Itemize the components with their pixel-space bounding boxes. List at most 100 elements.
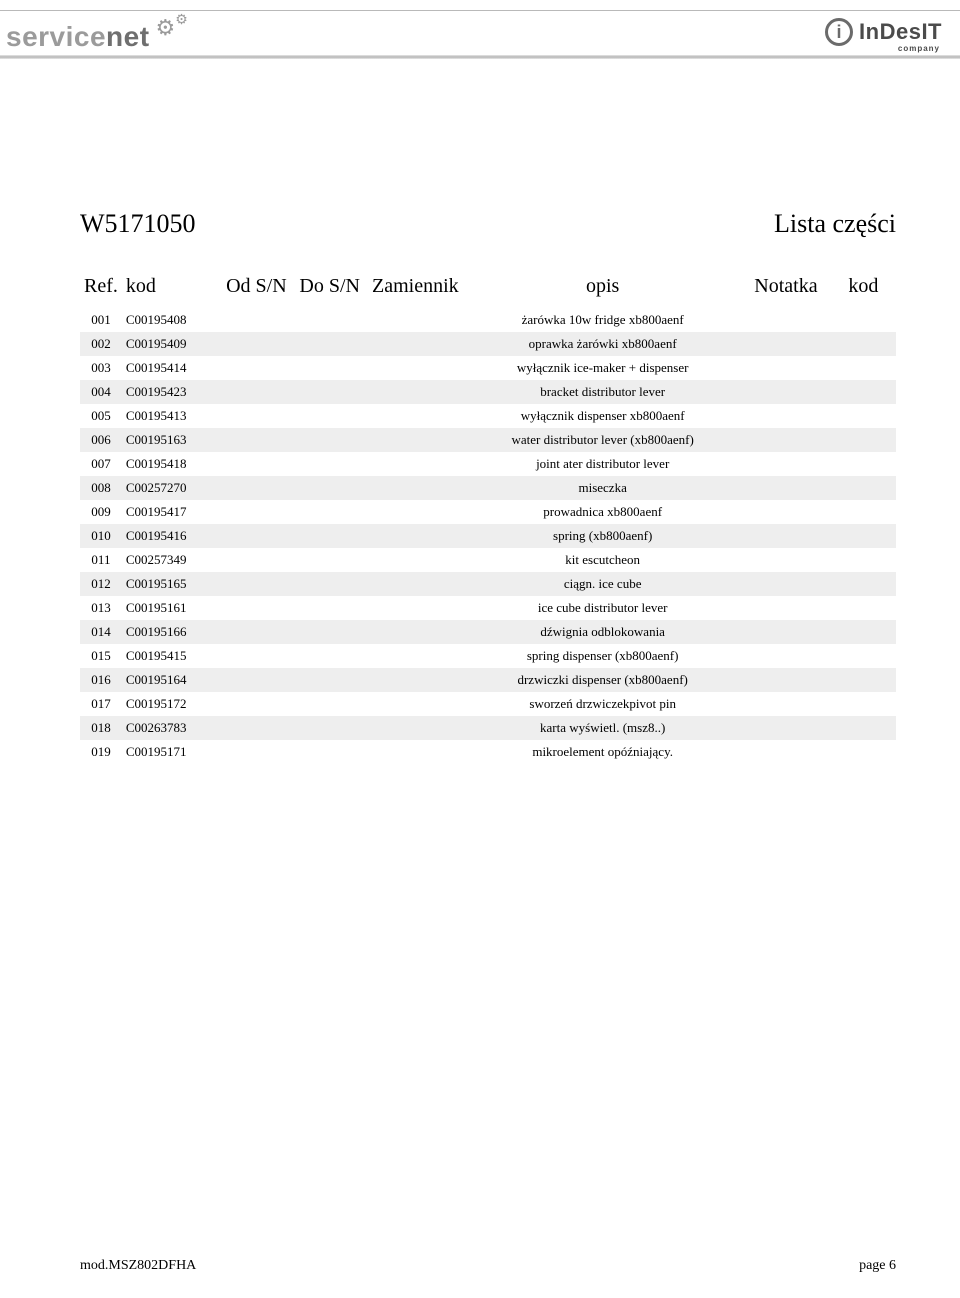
cell-kod2 bbox=[831, 428, 896, 452]
cell-opis: sworzeń drzwiczekpivot pin bbox=[464, 692, 741, 716]
cell-odsn bbox=[220, 452, 293, 476]
cell-odsn bbox=[220, 524, 293, 548]
cell-dosn bbox=[293, 500, 366, 524]
cell-ref: 012 bbox=[80, 572, 122, 596]
top-spacer bbox=[0, 0, 960, 10]
cell-zam bbox=[366, 452, 464, 476]
cell-opis: joint ater distributor lever bbox=[464, 452, 741, 476]
cell-odsn bbox=[220, 572, 293, 596]
cell-not bbox=[741, 596, 831, 620]
cell-opis: kit escutcheon bbox=[464, 548, 741, 572]
cell-kod: C00195161 bbox=[122, 596, 220, 620]
cell-odsn bbox=[220, 668, 293, 692]
table-row: 005C00195413wyłącznik dispenser xb800aen… bbox=[80, 404, 896, 428]
cell-ref: 007 bbox=[80, 452, 122, 476]
cell-kod2 bbox=[831, 644, 896, 668]
cell-kod: C00195413 bbox=[122, 404, 220, 428]
cell-odsn bbox=[220, 740, 293, 764]
cell-opis: wyłącznik dispenser xb800aenf bbox=[464, 404, 741, 428]
cell-kod: C00195163 bbox=[122, 428, 220, 452]
servicenet-logo-sub: net bbox=[106, 21, 150, 52]
cell-odsn bbox=[220, 716, 293, 740]
servicenet-logo: servicenet ⚙ ⚙ bbox=[6, 15, 188, 55]
cell-zam bbox=[366, 332, 464, 356]
table-row: 011C00257349kit escutcheon bbox=[80, 548, 896, 572]
cell-zam bbox=[366, 356, 464, 380]
cell-zam bbox=[366, 308, 464, 332]
gear-icon: ⚙ bbox=[175, 11, 188, 41]
cell-odsn bbox=[220, 332, 293, 356]
cell-kod2 bbox=[831, 476, 896, 500]
column-header-notatka: Notatka bbox=[741, 275, 831, 308]
cell-not bbox=[741, 356, 831, 380]
cell-kod: C00263783 bbox=[122, 716, 220, 740]
cell-kod2 bbox=[831, 356, 896, 380]
cell-dosn bbox=[293, 596, 366, 620]
footer: mod.MSZ802DFHA page 6 bbox=[80, 1258, 896, 1274]
cell-kod: C00195171 bbox=[122, 740, 220, 764]
cell-opis: miseczka bbox=[464, 476, 741, 500]
cell-ref: 003 bbox=[80, 356, 122, 380]
cell-ref: 017 bbox=[80, 692, 122, 716]
cell-zam bbox=[366, 476, 464, 500]
cell-ref: 002 bbox=[80, 332, 122, 356]
cell-zam bbox=[366, 692, 464, 716]
cell-opis: prowadnica xb800aenf bbox=[464, 500, 741, 524]
cell-kod2 bbox=[831, 548, 896, 572]
cell-not bbox=[741, 428, 831, 452]
table-row: 003C00195414wyłącznik ice-maker + dispen… bbox=[80, 356, 896, 380]
cell-zam bbox=[366, 596, 464, 620]
cell-odsn bbox=[220, 356, 293, 380]
cell-odsn bbox=[220, 428, 293, 452]
cell-dosn bbox=[293, 548, 366, 572]
cell-ref: 004 bbox=[80, 380, 122, 404]
cell-not bbox=[741, 524, 831, 548]
cell-ref: 001 bbox=[80, 308, 122, 332]
cell-dosn bbox=[293, 308, 366, 332]
servicenet-logo-text: servicenet bbox=[6, 21, 150, 53]
cell-not bbox=[741, 644, 831, 668]
parts-table-header-row: Ref. kod Od S/N Do S/N Zamiennik opis No… bbox=[80, 275, 896, 308]
cell-kod2 bbox=[831, 404, 896, 428]
gear-icon-group: ⚙ ⚙ bbox=[156, 15, 188, 41]
cell-kod2 bbox=[831, 572, 896, 596]
parts-table-head: Ref. kod Od S/N Do S/N Zamiennik opis No… bbox=[80, 275, 896, 308]
cell-not bbox=[741, 716, 831, 740]
cell-ref: 018 bbox=[80, 716, 122, 740]
cell-kod: C00257270 bbox=[122, 476, 220, 500]
cell-odsn bbox=[220, 692, 293, 716]
cell-dosn bbox=[293, 668, 366, 692]
table-row: 006C00195163water distributor lever (xb8… bbox=[80, 428, 896, 452]
cell-dosn bbox=[293, 644, 366, 668]
cell-odsn bbox=[220, 308, 293, 332]
cell-zam bbox=[366, 668, 464, 692]
table-row: 001C00195408żarówka 10w fridge xb800aenf bbox=[80, 308, 896, 332]
gear-icon: ⚙ bbox=[156, 15, 176, 41]
cell-kod: C00195166 bbox=[122, 620, 220, 644]
cell-kod: C00195164 bbox=[122, 668, 220, 692]
page: servicenet ⚙ ⚙ i InDesIT company W517105… bbox=[0, 0, 960, 1298]
cell-dosn bbox=[293, 524, 366, 548]
cell-kod2 bbox=[831, 452, 896, 476]
table-row: 010C00195416spring (xb800aenf) bbox=[80, 524, 896, 548]
title-row: W5171050 Lista części bbox=[80, 209, 896, 239]
cell-kod2 bbox=[831, 500, 896, 524]
cell-odsn bbox=[220, 596, 293, 620]
cell-kod2 bbox=[831, 596, 896, 620]
cell-dosn bbox=[293, 428, 366, 452]
cell-zam bbox=[366, 404, 464, 428]
cell-kod: C00195418 bbox=[122, 452, 220, 476]
cell-opis: ciągn. ice cube bbox=[464, 572, 741, 596]
table-row: 018C00263783karta wyświetl. (msz8..) bbox=[80, 716, 896, 740]
cell-not bbox=[741, 740, 831, 764]
cell-not bbox=[741, 380, 831, 404]
cell-opis: drzwiczki dispenser (xb800aenf) bbox=[464, 668, 741, 692]
cell-dosn bbox=[293, 620, 366, 644]
cell-kod2 bbox=[831, 308, 896, 332]
indesit-circle-icon: i bbox=[825, 18, 853, 46]
footer-page: page 6 bbox=[859, 1258, 896, 1274]
cell-not bbox=[741, 476, 831, 500]
column-header-dosn: Do S/N bbox=[293, 275, 366, 308]
cell-dosn bbox=[293, 716, 366, 740]
document-title: Lista części bbox=[774, 209, 896, 239]
